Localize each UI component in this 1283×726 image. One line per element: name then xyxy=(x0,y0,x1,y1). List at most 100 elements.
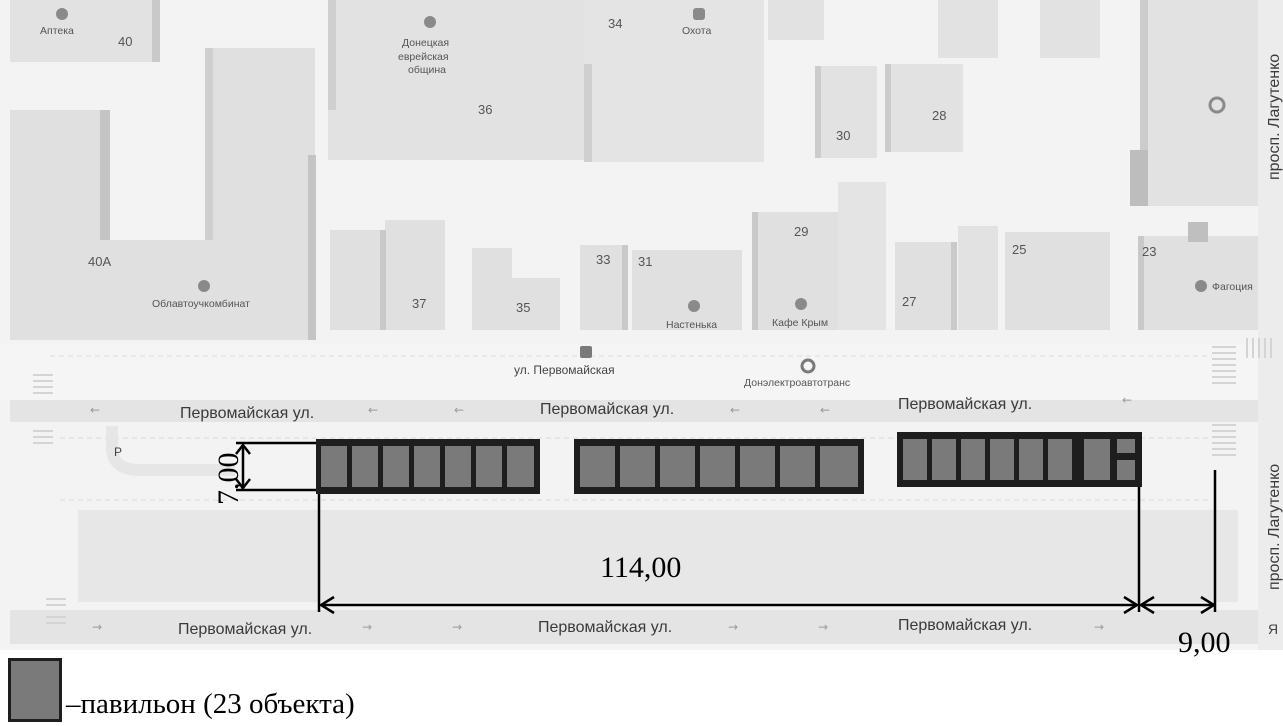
building-number-23: 23 xyxy=(1142,244,1156,259)
svg-text:←: ← xyxy=(90,403,100,417)
pavilion xyxy=(321,446,347,487)
building-number-30: 30 xyxy=(836,128,850,143)
pharmacy-icon xyxy=(56,8,68,20)
building-40a xyxy=(10,48,316,340)
fagociya-icon xyxy=(1195,280,1207,292)
building-number-31: 31 xyxy=(638,254,652,269)
service-road xyxy=(0,344,1258,400)
avenue-road xyxy=(1258,0,1283,650)
poi-kafe: Кафе Крым xyxy=(772,317,828,329)
crosswalk-right xyxy=(1212,338,1272,456)
pavilion-group-3 xyxy=(897,432,1142,487)
building-small-top-2 xyxy=(938,0,998,58)
svg-text:←: ← xyxy=(454,403,464,417)
pavilion xyxy=(620,446,655,487)
pavilion xyxy=(445,446,471,487)
pavilion xyxy=(903,439,927,480)
pavilion xyxy=(1019,439,1043,480)
svg-text:→: → xyxy=(1094,620,1104,634)
svg-text:←: ← xyxy=(820,403,830,417)
building-29 xyxy=(752,212,838,330)
building-number-28: 28 xyxy=(932,108,946,123)
cafe-icon xyxy=(795,298,807,310)
street-label-bottom-2: Первомайская ул. xyxy=(538,619,672,636)
poi-nastenka: Настенька xyxy=(666,319,717,331)
main-road-top xyxy=(10,400,1260,422)
svg-text:←: ← xyxy=(368,403,378,417)
dimension-offset xyxy=(1138,470,1217,615)
pavilion xyxy=(1084,439,1110,480)
pavilion xyxy=(1117,439,1135,453)
poi-fagociya: Фагоция xyxy=(1212,281,1253,293)
pavilion xyxy=(660,446,695,487)
building-40 xyxy=(10,0,160,62)
svg-text:→: → xyxy=(362,620,372,634)
building-okhota xyxy=(584,0,764,162)
legend-pavilion-swatch xyxy=(8,658,62,722)
street-label-top-3: Первомайская ул. xyxy=(898,396,1032,413)
building-small-top-1 xyxy=(768,0,824,40)
pavilion-group-1 xyxy=(316,439,540,494)
street-label-bottom-3: Первомайская ул. xyxy=(898,617,1032,634)
building-number-40: 40 xyxy=(118,34,132,49)
street-label-service: ул. Первомайская xyxy=(514,363,615,377)
poi-ohota: Охота xyxy=(682,25,711,37)
avenue-label-bottom: просп. Лагутенко xyxy=(1266,464,1283,590)
legend-text: –павильон (23 объекта) xyxy=(66,688,355,720)
parking-label: P xyxy=(114,445,122,459)
pavilion xyxy=(740,446,775,487)
community-icon xyxy=(424,16,436,28)
pavilion xyxy=(414,446,440,487)
building-27b xyxy=(958,226,998,330)
building-31 xyxy=(632,250,742,330)
building-37 xyxy=(380,220,445,330)
dimension-length-label: 114,00 xyxy=(600,551,681,584)
parking-lane xyxy=(106,426,235,476)
building-number-35: 35 xyxy=(516,300,530,315)
building-33 xyxy=(580,245,628,330)
building-number-33: 33 xyxy=(596,252,610,267)
shop-icon xyxy=(693,8,705,20)
bus-stop-icon xyxy=(580,346,592,358)
building-number-40a: 40А xyxy=(88,254,111,269)
transport-office-icon xyxy=(800,358,816,374)
building-number-37: 37 xyxy=(412,296,426,311)
building-29b xyxy=(838,182,886,330)
building-30 xyxy=(815,66,877,158)
building-right-top xyxy=(1130,0,1258,206)
poi-community-line2: еврейская xyxy=(398,51,449,63)
building-35 xyxy=(472,248,560,330)
pavilion xyxy=(1117,460,1135,480)
building-number-34: 34 xyxy=(608,16,622,31)
building-25 xyxy=(1005,232,1110,330)
building-36 xyxy=(328,0,584,160)
building-number-25: 25 xyxy=(1012,242,1026,257)
svg-text:→: → xyxy=(728,620,738,634)
building-left-mid xyxy=(330,230,380,330)
avenue-label-top: просп. Лагутенко xyxy=(1266,54,1283,180)
pavilion xyxy=(990,439,1014,480)
poi-community-line1: Донецкая xyxy=(402,37,449,49)
pavilion xyxy=(1048,439,1072,480)
pavilion xyxy=(580,446,615,487)
crosswalk-left xyxy=(33,374,66,624)
street-label-top-2: Первомайская ул. xyxy=(540,401,674,418)
poi-donelectro: Донэлектроавтотранс xyxy=(744,377,850,389)
poi-apteka: Аптека xyxy=(40,25,74,37)
store-icon xyxy=(688,300,700,312)
pavilion xyxy=(700,446,735,487)
building-number-27: 27 xyxy=(902,294,916,309)
building-number-29: 29 xyxy=(794,224,808,239)
street-label-bottom-1: Первомайская ул. xyxy=(178,621,312,638)
dimension-length xyxy=(317,487,1141,615)
building-23 xyxy=(1138,222,1258,330)
main-road-bottom xyxy=(10,610,1260,644)
building-28 xyxy=(885,64,963,152)
svg-text:←: ← xyxy=(730,403,740,417)
dimension-height xyxy=(235,441,316,492)
svg-text:←: ← xyxy=(1122,393,1132,407)
pavilion xyxy=(352,446,378,487)
poi-oblavto: Облавтоучкомбинат xyxy=(152,298,250,310)
street-label-top-1: Первомайская ул. xyxy=(180,405,314,422)
